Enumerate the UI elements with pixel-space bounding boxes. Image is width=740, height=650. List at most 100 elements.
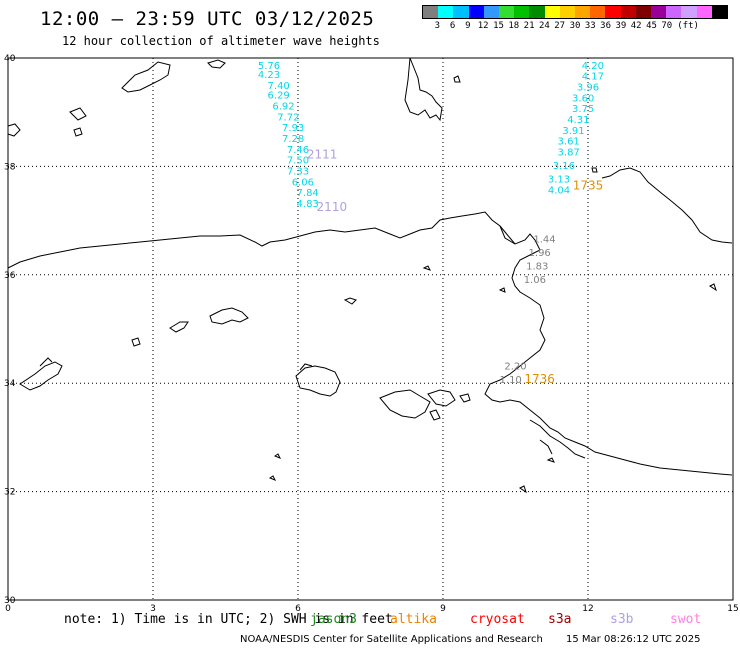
scale-label: 9	[465, 21, 471, 31]
pass-time-label: 1735	[573, 179, 604, 193]
scale-swatch	[635, 6, 652, 18]
wave-height-label: 4.31	[567, 115, 589, 126]
x-tick-label: 15	[727, 604, 738, 614]
generated-timestamp: 15 Mar 08:26:12 UTC 2025	[566, 634, 701, 645]
scale-label: 33	[584, 21, 596, 31]
wave-height-label: 3.75	[572, 104, 594, 115]
x-tick-label: 9	[440, 604, 446, 614]
chart-subtitle: 12 hour collection of altimeter wave hei…	[62, 34, 380, 48]
scale-label: 24	[538, 21, 550, 31]
wave-height-label: 4.23	[258, 70, 280, 81]
wave-height-label: 1.44	[533, 234, 555, 245]
wave-height-label: 3.16	[553, 161, 575, 172]
land-central-island-5	[459, 393, 471, 403]
wave-height-label: 7.84	[297, 188, 319, 199]
island-sardinia-tip	[7, 123, 21, 137]
wave-height-labels: 5.764.237.406.296.927.727.937.287.467.50…	[258, 61, 604, 386]
y-tick-label: 40	[4, 54, 16, 64]
credit-line: NOAA/NESDIS Center for Satellite Applica…	[240, 634, 543, 645]
wave-height-label: 1.83	[526, 261, 548, 272]
land-central-island-4	[427, 389, 456, 407]
y-tick-label: 30	[4, 596, 16, 606]
island-small-9	[709, 283, 717, 292]
island-small-3	[591, 167, 598, 173]
land-central-island	[295, 365, 341, 397]
scale-swatch	[483, 6, 500, 18]
scale-swatch	[575, 6, 591, 18]
map-frame	[7, 57, 734, 601]
mission-altika: altika	[390, 612, 437, 627]
coastline-iberia	[404, 57, 443, 122]
island-minorca	[207, 59, 226, 69]
wave-height-label: 5.76	[258, 61, 280, 72]
land-south-east	[529, 419, 586, 459]
wave-height-label: 3.96	[577, 83, 599, 94]
island-small-5	[498, 287, 506, 293]
island-small-7	[268, 475, 277, 481]
scale-label: 18	[508, 21, 520, 31]
mission-swot: swot	[670, 612, 702, 627]
wave-height-label: 4.17	[582, 72, 604, 83]
x-tick-label: 12	[582, 604, 593, 614]
scale-swatch	[529, 6, 545, 18]
wave-height-label: 7.46	[287, 145, 309, 156]
wave-height-color-scale: 3 6 9 12 15 18 21 24 27 30 33 36 39 42 45 70 (ft)	[422, 5, 728, 33]
island-small-6	[273, 453, 282, 459]
land-central-island-2	[299, 363, 313, 371]
island-small-10	[546, 457, 555, 463]
chart-title: 12:00 — 23:59 UTC 03/12/2025	[40, 8, 375, 30]
scale-label: 39	[615, 21, 627, 31]
wave-height-label: 7.33	[287, 167, 309, 178]
island-galite	[343, 297, 357, 305]
scale-swatch	[544, 6, 560, 18]
wave-height-label: 7.72	[277, 112, 299, 123]
mission-cryosat: cryosat	[470, 612, 525, 627]
island-small-1	[73, 127, 83, 137]
wave-height-label: 1.06	[524, 275, 546, 286]
mission-s3a: s3a	[548, 612, 572, 627]
mission-jason3: jason3	[310, 612, 357, 627]
island-ibiza	[69, 107, 87, 121]
wave-height-label: 7.28	[282, 134, 304, 145]
scale-label: 3	[434, 21, 441, 31]
island-pantelleria-area	[169, 321, 189, 333]
wave-height-label: 3.60	[572, 93, 594, 104]
y-tick-label: 32	[4, 488, 15, 498]
scale-swatch	[559, 6, 576, 18]
wave-height-label: 1.96	[529, 248, 551, 259]
scale-label: 27	[554, 21, 566, 31]
wave-height-label: 7.50	[287, 156, 309, 167]
wave-height-label: 3.91	[562, 126, 584, 137]
y-tick-label: 34	[4, 379, 16, 389]
wave-height-label: 6.92	[272, 101, 294, 112]
island-small-4	[422, 265, 431, 271]
land-west-islands	[209, 307, 249, 325]
land-south-east-2	[539, 439, 553, 455]
island-kerkennah	[131, 337, 141, 347]
wave-height-label: 4.83	[297, 199, 319, 210]
pass-time-label: 2111	[307, 147, 338, 161]
scale-swatch	[696, 6, 712, 18]
scale-swatch	[438, 6, 454, 18]
scale-swatch	[468, 6, 484, 18]
scale-label: 30	[569, 21, 581, 31]
mission-s3b: s3b	[610, 612, 634, 627]
scale-swatch	[651, 6, 667, 18]
scale-label: 15	[493, 21, 504, 31]
gulf-of-tunis	[499, 225, 516, 245]
pass-time-label: 1736	[524, 372, 555, 386]
wave-height-label: 3.61	[558, 137, 580, 148]
scale-swatch	[605, 6, 621, 18]
wave-height-label: 6.29	[268, 91, 290, 102]
footer-note: note: 1) Time is in UTC; 2) SWH is in fe…	[64, 612, 393, 627]
scale-label: 12	[477, 21, 489, 31]
scale-label: 36	[600, 21, 612, 31]
island-mallorca	[121, 61, 171, 93]
scale-label: 70	[661, 21, 673, 31]
land-central-island-3	[379, 389, 431, 419]
island-small-2	[453, 75, 461, 83]
scale-swatch	[423, 6, 439, 18]
coastline-north-africa	[7, 211, 733, 476]
y-tick-label: 36	[4, 271, 16, 281]
